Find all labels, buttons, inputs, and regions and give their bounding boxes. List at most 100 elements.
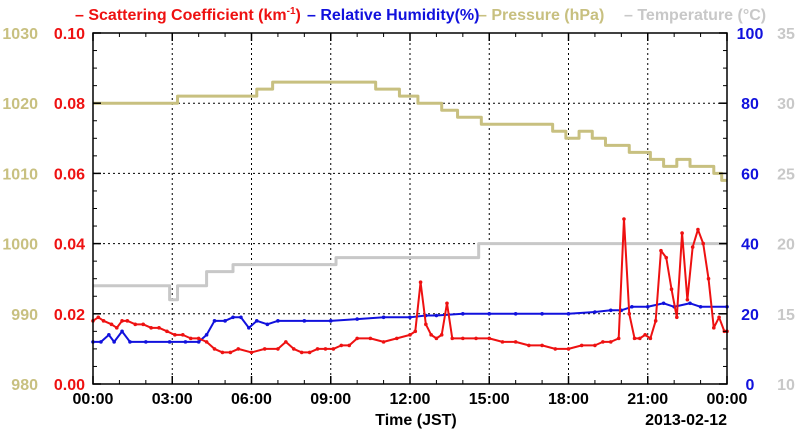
grid: [93, 33, 727, 384]
data-point: [204, 333, 209, 337]
y-tick-label-temperature: 10: [777, 377, 795, 394]
legend-item: – Temperature (°C): [624, 7, 766, 24]
legend-item: – Relative Humidity(%): [307, 7, 479, 24]
y-tick-label-humidity: 100: [737, 26, 764, 43]
data-point: [157, 326, 161, 330]
data-point: [513, 312, 518, 316]
legend-item: – Scattering Coefficient (km-1): [75, 6, 301, 24]
data-point: [114, 326, 119, 330]
data-point: [630, 304, 634, 309]
data-point: [461, 336, 465, 341]
data-point: [527, 343, 531, 348]
data-point: [696, 227, 700, 232]
data-point: [434, 313, 439, 318]
data-point: [690, 245, 695, 249]
legend-item: – Pressure (hPa): [478, 7, 604, 24]
data-point: [212, 319, 217, 323]
data-point: [368, 336, 373, 341]
legend: – Scattering Coefficient (km-1) – Relativ…: [75, 6, 766, 24]
data-point: [540, 343, 544, 348]
data-point: [474, 336, 478, 341]
y-tick-label-temperature: 15: [777, 307, 795, 324]
data-point: [429, 333, 433, 337]
data-point: [685, 297, 690, 302]
data-point: [381, 315, 386, 320]
data-point: [247, 326, 251, 330]
data-point: [144, 340, 148, 344]
data-point: [347, 343, 352, 348]
y-tick-label-pressure: 1010: [2, 166, 38, 183]
data-point: [450, 336, 455, 341]
data-point: [299, 350, 304, 355]
data-point: [632, 336, 637, 341]
y-tick-label-pressure: 1000: [2, 237, 38, 254]
data-point: [408, 333, 412, 337]
data-point: [236, 347, 241, 351]
x-tick-label: 21:00: [627, 391, 668, 408]
data-point: [355, 336, 359, 341]
y-tick-label-pressure: 1030: [2, 26, 38, 43]
data-point: [262, 347, 267, 351]
data-point: [627, 312, 632, 316]
data-point: [381, 340, 386, 344]
data-point: [133, 322, 138, 327]
data-point: [513, 340, 518, 344]
x-tick-label: 12:00: [390, 391, 431, 408]
data-point: [284, 340, 288, 344]
data-point: [120, 329, 124, 334]
series-line: [93, 242, 727, 302]
y-tick-label-scattering: 0.06: [54, 166, 85, 183]
data-point: [593, 343, 597, 348]
data-point: [593, 310, 597, 314]
data-point: [643, 333, 647, 337]
data-point: [331, 347, 336, 351]
data-point: [418, 280, 423, 285]
data-point: [675, 315, 679, 320]
data-point: [394, 336, 399, 341]
data-point: [165, 329, 169, 334]
y-axes: 98099010001010102010300.000.020.040.060.…: [2, 26, 795, 394]
series-group: [91, 80, 729, 355]
data-point: [265, 322, 270, 327]
data-point: [680, 231, 684, 235]
data-point: [112, 340, 116, 344]
y-tick-label-humidity: 0: [746, 377, 755, 394]
data-point: [500, 340, 505, 344]
y-tick-label-humidity: 40: [741, 237, 759, 254]
data-point: [307, 350, 312, 355]
data-point: [128, 340, 132, 344]
data-point: [711, 326, 716, 330]
series-line: [93, 80, 727, 182]
x-tick-label: 06:00: [231, 391, 272, 408]
data-point: [659, 248, 663, 253]
date-label: 2013-02-12: [645, 412, 727, 429]
data-point: [648, 336, 653, 341]
data-point: [540, 312, 544, 316]
data-point: [339, 343, 344, 348]
x-tick-label: 15:00: [469, 391, 510, 408]
data-point: [99, 340, 103, 344]
data-point: [223, 319, 227, 323]
data-point: [276, 319, 280, 323]
data-point: [608, 308, 613, 313]
data-point: [149, 326, 153, 330]
data-point: [408, 315, 412, 320]
x-tick-label: 00:00: [707, 391, 748, 408]
data-point: [661, 301, 666, 306]
x-axis-label: Time (JST): [375, 412, 457, 429]
data-point: [315, 347, 320, 351]
data-point: [276, 347, 280, 351]
data-point: [183, 340, 188, 344]
data-point: [328, 319, 333, 323]
data-point: [706, 276, 711, 281]
data-point: [688, 301, 692, 306]
data-point: [167, 340, 172, 344]
data-point: [120, 319, 124, 323]
data-point: [579, 343, 584, 348]
y-tick-label-humidity: 60: [741, 166, 759, 183]
data-point: [228, 350, 233, 355]
y-tick-label-scattering: 0.00: [54, 377, 85, 394]
data-point: [424, 322, 428, 327]
y-tick-label-scattering: 0.08: [54, 96, 85, 113]
